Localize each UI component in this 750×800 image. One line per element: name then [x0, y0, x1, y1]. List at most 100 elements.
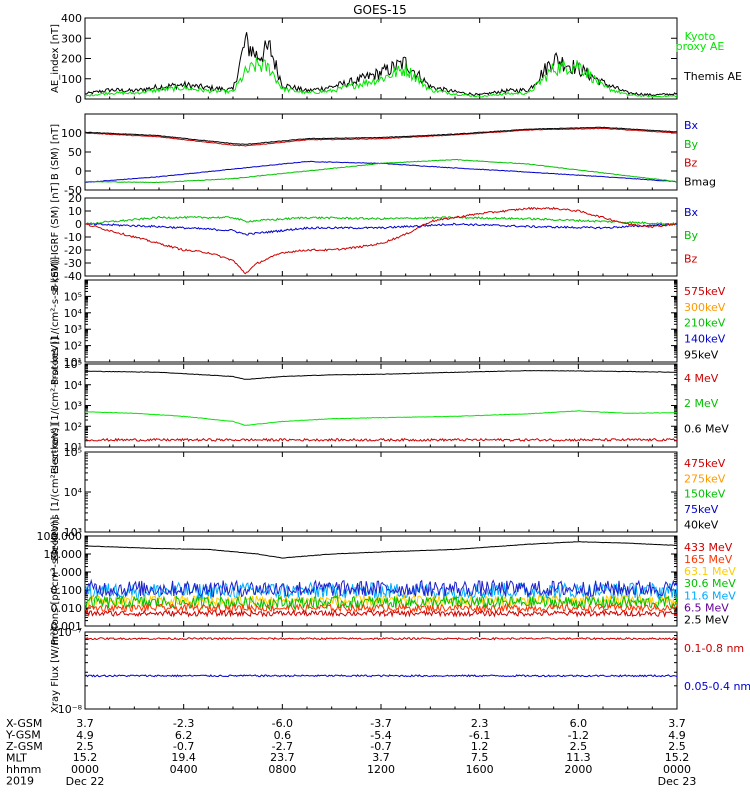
- legend-item: By: [684, 229, 699, 242]
- legend-item: 40keV: [684, 518, 719, 531]
- series-63-1-mev: [85, 593, 677, 608]
- y-tick-label: 10⁵: [64, 446, 82, 459]
- legend-item: 165 MeV: [684, 553, 733, 566]
- series-433-mev: [85, 609, 677, 618]
- y-tick-label: 0.100: [51, 584, 83, 597]
- legend-item: proxy AE: [676, 40, 725, 53]
- series-6-5-mev: [85, 578, 677, 599]
- y-tick-label: 10⁴: [64, 307, 83, 320]
- x-axis-row-label: Y-GSM: [5, 729, 41, 742]
- y-axis-label: B (SM) [nT]: [50, 124, 61, 180]
- y-tick-label: -10: [64, 231, 82, 244]
- legend-item: Bx: [684, 119, 699, 132]
- series-bz: [85, 206, 677, 275]
- panel-frame: [84, 279, 678, 363]
- legend-item: Bx: [684, 206, 699, 219]
- panel-frame: [84, 451, 678, 533]
- legend-item: 2.5 MeV: [684, 613, 729, 626]
- series-165-mev: [85, 602, 677, 614]
- x-axis-z-gsm-value: -2.7: [272, 740, 293, 753]
- x-axis-x-gsm-value: -2.3: [173, 717, 194, 730]
- y-tick-label: 50: [68, 146, 82, 159]
- panel-frame: [84, 363, 678, 448]
- series-bmag: [85, 126, 677, 145]
- legend-item: 4 MeV: [684, 372, 719, 385]
- y-tick-label: 1.000: [51, 566, 83, 579]
- x-axis-z-gsm-value: -0.7: [173, 740, 194, 753]
- x-axis-z-gsm-value: 2.5: [76, 740, 94, 753]
- figure-title: GOES-15: [353, 3, 407, 17]
- y-tick-label: 10¹: [64, 356, 82, 369]
- panel-frame: [84, 197, 678, 277]
- x-axis-row-label: X-GSM: [6, 717, 42, 730]
- legend-item: 210keV: [684, 317, 726, 330]
- y-axis-label: Xray Flux [W/m²]: [50, 628, 61, 713]
- x-axis-y-gsm-value: 4.9: [76, 729, 94, 742]
- series-by: [85, 159, 677, 184]
- x-axis-y-gsm-value: -5.4: [370, 729, 391, 742]
- legend-item: 300keV: [684, 301, 726, 314]
- series-themis-ae: [85, 32, 677, 97]
- x-axis-hhmm-value: 1200: [367, 763, 395, 776]
- x-axis-z-gsm-value: 2.5: [570, 740, 588, 753]
- legend-item: 75keV: [684, 503, 719, 516]
- legend-item: Bz: [684, 157, 698, 170]
- x-axis-y-gsm-value: -1.2: [568, 729, 589, 742]
- y-tick-label: 10²: [64, 420, 82, 433]
- legend-item: 575keV: [684, 285, 726, 298]
- x-axis-hhmm-value: 0000: [663, 763, 691, 776]
- y-tick-label: 10⁵: [64, 290, 82, 303]
- y-tick-label: 100.000: [37, 530, 83, 543]
- legend-item: 11.6 MeV: [684, 589, 736, 602]
- y-axis-label: B (SM)-IGRF (SM) [nT]: [50, 182, 61, 291]
- x-axis-x-gsm-value: 3.7: [668, 717, 686, 730]
- legend-item: Kyoto: [685, 30, 716, 43]
- x-axis-hhmm-value: 0400: [170, 763, 198, 776]
- date-end: Dec 23: [658, 775, 697, 788]
- x-axis-y-gsm-value: 4.9: [668, 729, 686, 742]
- y-tick-label: 0.010: [51, 602, 83, 615]
- legend-item: 63.1 MeV: [684, 565, 736, 578]
- legend-item: 30.6 MeV: [684, 577, 736, 590]
- x-axis-y-gsm-value: 6.2: [175, 729, 193, 742]
- legend-item: 6.5 MeV: [684, 601, 729, 614]
- series-kyoto-proxy-ae: [85, 57, 677, 98]
- series-4-mev: [85, 437, 677, 443]
- legend-item: 475keV: [684, 457, 726, 470]
- series-2-5-mev: [85, 541, 677, 559]
- series-bx: [85, 222, 677, 236]
- series-30-6-mev: [85, 594, 677, 611]
- x-axis-row-label: 2019: [6, 775, 34, 788]
- legend-item: 433 MeV: [684, 541, 733, 554]
- x-axis-row-label: MLT: [6, 752, 27, 765]
- y-tick-label: 10¹: [64, 441, 82, 454]
- x-axis-z-gsm-value: 1.2: [471, 740, 489, 753]
- y-axis-label: Electrons [1/(cm²-s-sr-keV)]: [50, 423, 61, 560]
- y-tick-label: 400: [61, 12, 82, 25]
- series-0-05-0-4-nm: [85, 674, 677, 678]
- x-axis-hhmm-value: 0000: [71, 763, 99, 776]
- legend-item: 95keV: [684, 348, 719, 361]
- panel-frame: [84, 631, 678, 710]
- y-tick-label: -50: [64, 184, 82, 197]
- y-tick-label: 100: [61, 127, 82, 140]
- x-axis-row-label: Z-GSM: [6, 740, 43, 753]
- legend-item: 0.05-0.4 nm: [684, 680, 750, 693]
- y-tick-label: 0: [75, 165, 82, 178]
- x-axis-y-gsm-value: 0.6: [274, 729, 292, 742]
- x-axis-mlt-value: 19.4: [171, 751, 196, 764]
- y-tick-label: 10⁴: [64, 379, 83, 392]
- panel-frame: [84, 113, 678, 191]
- x-axis-x-gsm-value: 3.7: [76, 717, 94, 730]
- date-start: Dec 22: [66, 775, 105, 788]
- y-tick-label: 200: [61, 53, 82, 66]
- x-axis-row-label: hhmm: [6, 763, 41, 776]
